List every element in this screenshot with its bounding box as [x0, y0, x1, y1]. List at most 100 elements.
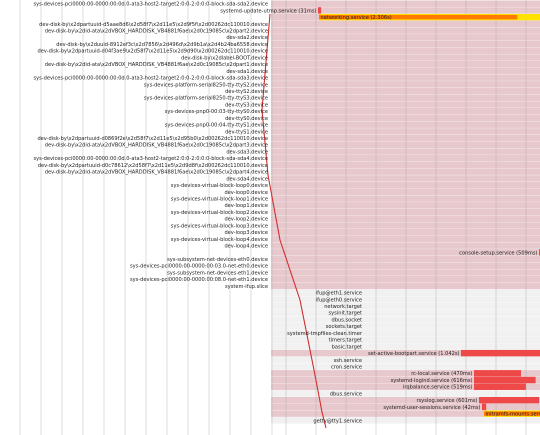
row-band: [271, 269, 540, 276]
row-band: [271, 195, 540, 202]
row-label: systemd-user-sessions.service (42ms): [383, 405, 480, 411]
highlight-bar-inner: [319, 14, 518, 20]
row-band: [271, 235, 540, 243]
row-label: systemd-logind.service (616ms): [391, 378, 473, 384]
row-label: dev-disk-by\x2dpartuuid-d0869f2e\x2d58f7…: [37, 136, 268, 142]
row-label: ssh.service: [334, 358, 362, 364]
highlight-bar-inner: [484, 411, 540, 416]
row-band: [271, 349, 540, 357]
row-band: [271, 47, 540, 54]
row-label: dev-disk-by\x2dpartuuid-d5aae8d6\x2d58f7…: [39, 22, 268, 28]
row-label: sys-devices-virtual-block-loop1.device: [171, 197, 268, 203]
row-band: [271, 363, 540, 370]
row-band: [271, 215, 540, 222]
row-label: sockets.target: [326, 324, 362, 330]
row-band: [271, 390, 540, 397]
row-band: [271, 81, 540, 88]
row-band: [271, 202, 540, 209]
row-label: dev-disk-by\x2did-ata\x2dVBOX_HARDDISK_V…: [45, 170, 268, 176]
row-band: [271, 60, 540, 68]
row-band: [271, 302, 540, 310]
row-band: [271, 114, 540, 122]
row-label: dev-sda1.device: [226, 69, 268, 75]
row-band: [271, 410, 540, 417]
row-label: sys-subsystem-net-devices-eth1.device: [167, 270, 268, 276]
row-label: rsyslog.service (601ms): [417, 398, 478, 404]
row-label: dev-disk-by\x2duuid-8912ef3c\x2d7856\x2d…: [56, 42, 268, 48]
row-label: dev-disk-by\x2dpartuuid-d0c78612\x2d58f7…: [38, 163, 268, 169]
row-label: sys-devices-platform-serial8250-tty-ttyS…: [144, 96, 268, 102]
row-band: [271, 155, 540, 162]
row-band: [271, 323, 540, 330]
row-band: [271, 108, 540, 115]
row-band: [271, 0, 540, 7]
row-label: system-ifup.slice: [225, 284, 268, 290]
duration-bar: [479, 396, 540, 404]
row-label: sys-devices-platform-serial8250-tty-ttyS…: [144, 82, 268, 88]
row-band: [271, 141, 540, 149]
row-band: [271, 242, 540, 249]
row-band: [271, 54, 540, 61]
row-band: [271, 316, 540, 323]
row-band: [271, 222, 540, 229]
row-label: basic.target: [332, 344, 362, 350]
row-band: [271, 148, 540, 155]
row-label: sys-devices-pci0000:00-0000:00:03.0-net-…: [130, 264, 268, 270]
row-label: dev-loop0.device: [224, 190, 268, 196]
row-label: dev-disk-by\x2dlabel-BOOT.device: [181, 55, 268, 61]
row-band: [271, 228, 540, 236]
row-band: [271, 336, 540, 343]
row-band: [271, 376, 540, 384]
row-label: sys-devices-pci0000:00-0000:00:08.0-net-…: [130, 277, 268, 283]
row-label: irqbalance.service (519ms): [403, 385, 473, 391]
duration-bar: [474, 370, 521, 377]
row-band: [271, 40, 540, 48]
row-label: ifup@eth1.service: [316, 291, 362, 297]
row-band: [271, 403, 540, 411]
row-band: [271, 7, 540, 14]
row-label: timers.target: [329, 338, 362, 344]
row-label: networking.service (2.306s): [321, 15, 392, 21]
row-label: dev-ttyS1.device: [225, 129, 268, 135]
row-band: [271, 208, 540, 216]
row-label: dev-disk-by\x2did-ata\x2dVBOX_HARDDISK_V…: [45, 62, 268, 68]
row-band: [271, 101, 540, 108]
row-label: dev-ttyS2.device: [225, 89, 268, 95]
row-label: set-active-bootpart.service (1.042s): [368, 351, 460, 357]
row-label: sys-devices-pci0000:00-0000:00:0d.0-ata3…: [33, 76, 268, 82]
row-band: [271, 20, 540, 28]
row-label: dev-loop3.device: [224, 230, 268, 236]
row-label: sysinit.target: [329, 311, 363, 317]
row-label: dev-loop4.device: [224, 244, 268, 250]
row-label: sys-devices-pci0000:00-0000:00:0d.0-ata3…: [33, 2, 268, 8]
row-band: [271, 94, 540, 101]
row-label: sys-devices-virtual-block-loop4.device: [171, 237, 268, 243]
row-band: [271, 175, 540, 182]
row-band: [271, 370, 540, 377]
row-label: dev-loop1.device: [224, 203, 268, 209]
row-label: dev-sda3.device: [226, 149, 268, 155]
row-label: ifup@eth0.service: [316, 297, 362, 303]
row-label: dev-sda2.device: [226, 35, 268, 41]
row-band: [271, 134, 540, 142]
row-label: sys-devices-pnp0-00:04-tty-ttyS1.device: [165, 123, 268, 129]
row-band: [271, 343, 540, 350]
row-band: [271, 74, 540, 81]
row-label: dev-disk-by\x2dpartuuid-d04f3ae9\x2d58f7…: [38, 49, 268, 55]
row-band: [271, 383, 540, 390]
row-label: systemd-update-utmp.service (31ms): [220, 8, 316, 14]
row-label: sys-devices-pci0000:00-0000:00:0d.0-ata3…: [33, 156, 268, 162]
row-band: [271, 329, 540, 337]
duration-bar: [474, 383, 526, 390]
row-band: [271, 168, 540, 175]
row-band: [271, 417, 540, 424]
row-band: [271, 249, 540, 256]
row-band: [271, 262, 540, 269]
row-label: cron.service: [331, 365, 362, 371]
row-label: rc-local.service (470ms): [411, 371, 472, 377]
row-label: initramfs-mounts.service (2.515s): [486, 412, 540, 418]
critical-chain-line: [261, 13, 327, 429]
row-label: dev-disk-by\x2did-ata\x2dVBOX_HARDDISK_V…: [45, 29, 268, 35]
row-band: [271, 181, 540, 189]
